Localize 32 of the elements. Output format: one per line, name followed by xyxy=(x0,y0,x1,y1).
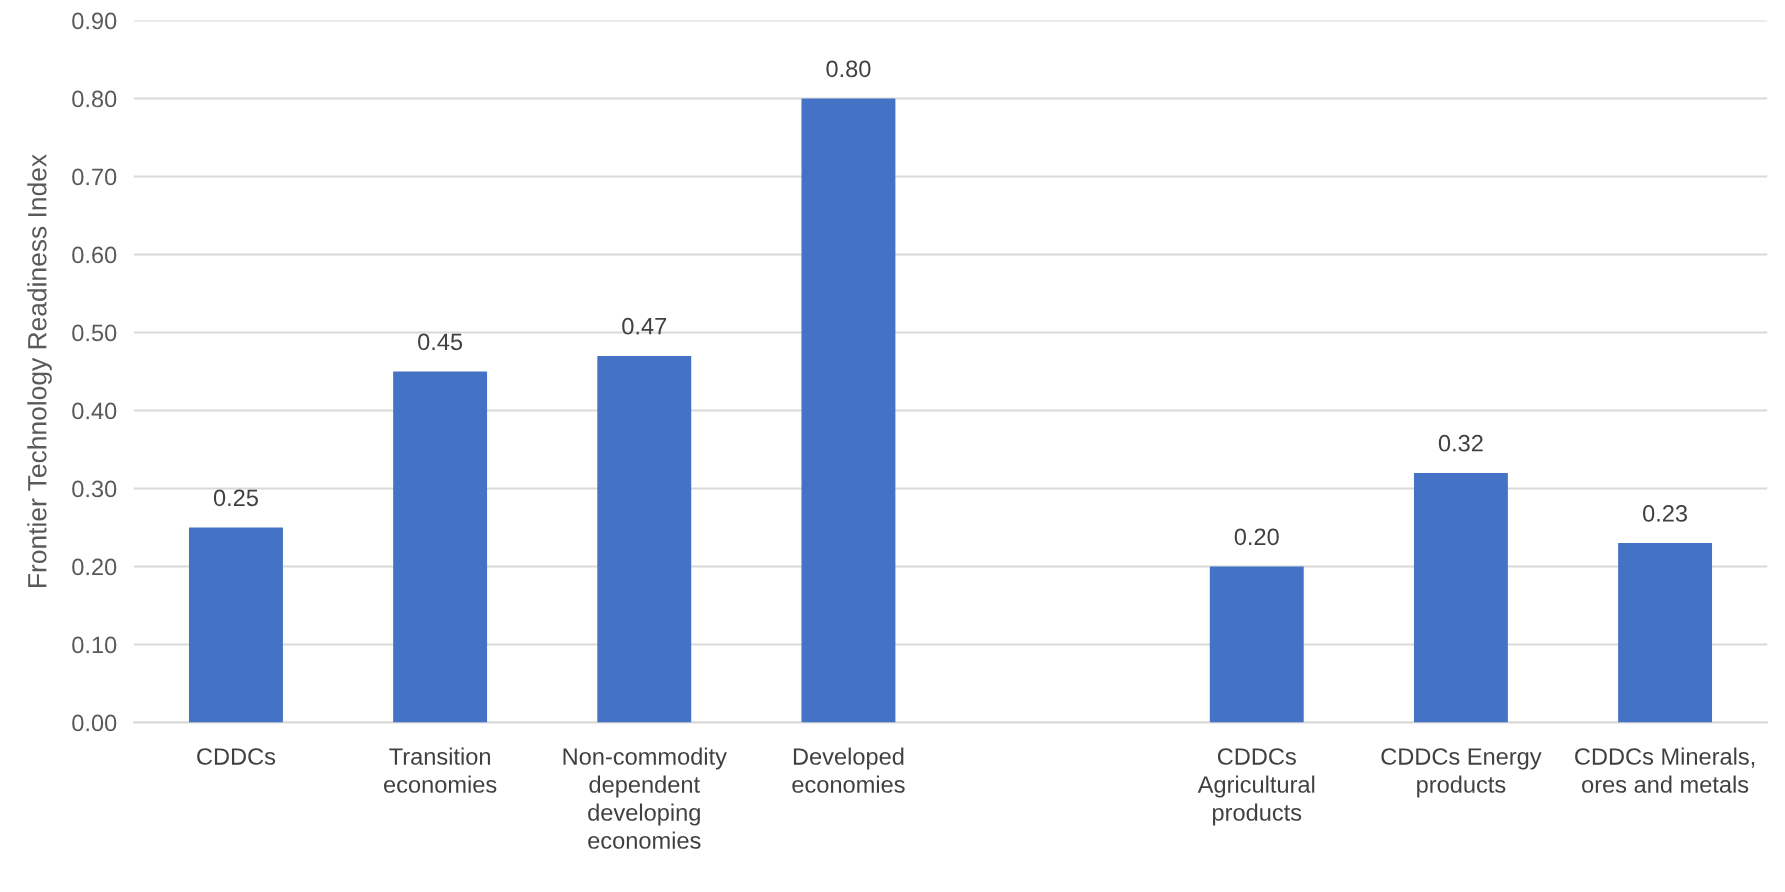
x-tick-label: CDDCs Minerals, ores and metals xyxy=(1575,747,1755,793)
x-tick-label: CDDCs xyxy=(197,748,276,765)
y-tick-label: 0.30 xyxy=(72,480,117,498)
y-tick-label: 0.00 xyxy=(72,714,117,732)
y-tick-label: 0.10 xyxy=(72,636,117,654)
y-axis-title: Frontier Technology Readiness Index xyxy=(27,154,52,587)
y-tick-label: 0.80 xyxy=(72,90,117,108)
y-tick-label: 0.70 xyxy=(72,168,117,186)
bar xyxy=(597,355,692,723)
x-tick-label: CDDCs Energy products xyxy=(1381,748,1542,798)
data-label: 0.25 xyxy=(213,489,258,507)
data-label: 0.47 xyxy=(622,317,667,335)
bar xyxy=(1413,472,1508,723)
x-tick-label: CDDCs Agricultural products xyxy=(1197,748,1315,826)
data-label: 0.80 xyxy=(826,60,871,78)
bar xyxy=(393,371,488,723)
x-tick-label: Non-commodity dependent developing economies xyxy=(563,747,727,849)
bar xyxy=(801,98,896,723)
y-tick-label: 0.20 xyxy=(72,558,117,576)
data-label: 0.20 xyxy=(1234,528,1279,546)
data-label: 0.23 xyxy=(1643,505,1688,522)
x-tick-label: Developed economies xyxy=(792,747,905,793)
y-tick-label: 0.60 xyxy=(72,246,117,264)
x-tick-label: Transition economies xyxy=(384,747,497,793)
bar xyxy=(1618,543,1713,723)
y-tick-label: 0.50 xyxy=(72,324,117,342)
data-label: 0.45 xyxy=(418,333,463,351)
y-tick-label: 0.90 xyxy=(72,12,117,30)
y-tick-label: 0.40 xyxy=(72,402,117,420)
data-label: 0.32 xyxy=(1438,434,1483,452)
bar xyxy=(189,527,283,723)
bar xyxy=(1209,566,1304,723)
